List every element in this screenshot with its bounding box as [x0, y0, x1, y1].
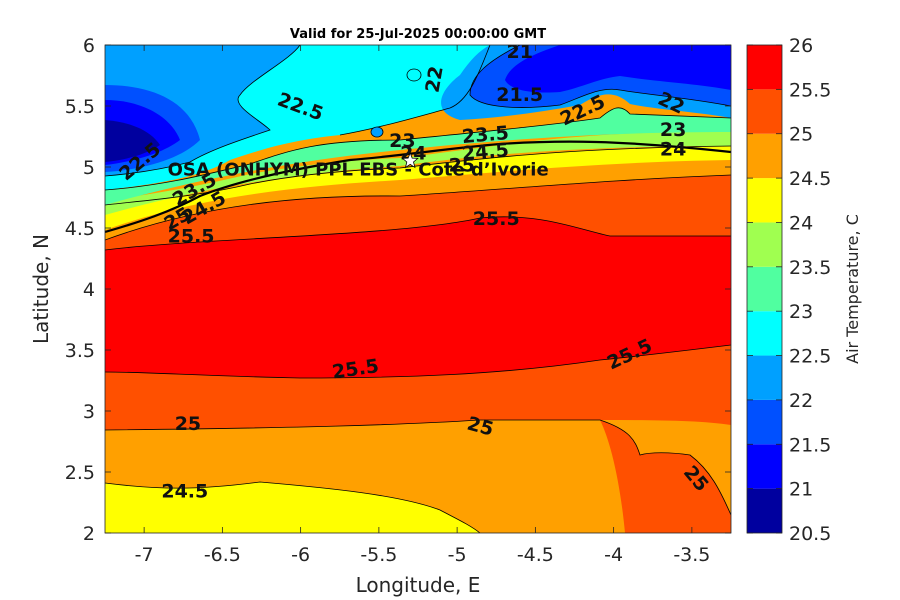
contour-label: 24.5 — [461, 139, 510, 165]
colorbar-tick-label: 21 — [789, 479, 813, 501]
y-tick-label: 4 — [83, 279, 95, 301]
x-tick-label: -7 — [135, 544, 154, 566]
contour-label: 23.5 — [461, 122, 510, 148]
band-21-ne — [505, 45, 731, 93]
colorbar-tick-label: 26 — [789, 35, 813, 57]
contour-label: 21.5 — [496, 84, 543, 106]
colorbar-tick-label: 20.5 — [789, 523, 831, 545]
colorbar-swatch — [747, 222, 782, 267]
y-axis-label: Latitude, N — [29, 234, 53, 344]
band-23_5 — [105, 131, 731, 215]
colorbar-swatch — [747, 45, 782, 90]
band-25-lower-east — [600, 420, 731, 533]
band-24-sw — [105, 482, 480, 533]
x-axis: -7 -6.5 -6 -5.5 -5 -4.5 -4 -3.5 — [135, 45, 710, 566]
y-tick-label: 2 — [83, 523, 95, 545]
contour-label: 24.5 — [161, 480, 208, 502]
y-tick-label: 3.5 — [65, 340, 95, 362]
contour-label: 23 — [660, 119, 686, 141]
y-tick-label: 5 — [83, 157, 95, 179]
colorbar-tick-label: 24.5 — [789, 168, 831, 190]
y-tick-label: 6 — [83, 35, 95, 57]
y-tick-label: 2.5 — [65, 462, 95, 484]
y-tick-label: 5.5 — [65, 96, 95, 118]
colorbar-tick-label: 22.5 — [789, 346, 831, 368]
x-tick-label: -3.5 — [673, 544, 710, 566]
x-tick-label: -4.5 — [517, 544, 554, 566]
colorbar-swatch — [747, 444, 782, 489]
colorbar-tick-label: 21.5 — [789, 434, 831, 456]
x-tick-label: -4 — [604, 544, 623, 566]
contour-label: 25.5 — [168, 225, 215, 247]
colorbar-frame — [746, 44, 783, 534]
site-marker-group: OSA (ONHYM) PPL EBS - Cote d’Ivorie — [168, 151, 549, 181]
x-tick-label: -5 — [448, 544, 467, 566]
band-25_5 — [105, 216, 731, 378]
colorbar: 20.5 21 21.5 22 22.5 23 23.5 24 24.5 25 25.5 26 — [746, 35, 831, 545]
colorbar-swatch — [747, 266, 782, 312]
chart-title: Valid for 25-Jul-2025 00:00:00 GMT — [290, 27, 546, 42]
colorbar-swatch — [747, 178, 782, 223]
colorbar-tick-label: 23 — [789, 301, 813, 323]
y-axis: 2 2.5 3 3.5 4 4.5 5 5.5 6 — [65, 35, 731, 545]
colorbar-swatch — [747, 89, 782, 134]
contour-label: 22 — [422, 64, 448, 94]
y-tick-label: 4.5 — [65, 218, 95, 240]
site-label: OSA (ONHYM) PPL EBS - Cote d’Ivorie — [168, 160, 549, 181]
colorbar-tick-label: 24 — [789, 212, 813, 234]
colorbar-tick-label: 25.5 — [789, 79, 831, 101]
colorbar-swatch — [747, 133, 782, 179]
contour-label: 25 — [449, 155, 475, 177]
contour-label: 25 — [175, 413, 201, 435]
band-24-north — [105, 146, 731, 230]
x-axis-label: Longitude, E — [356, 573, 481, 597]
site-marker-star-icon — [401, 151, 419, 169]
band-20_5-w — [105, 120, 160, 162]
colorbar-swatch — [747, 399, 782, 445]
colorbar-label: Air Temperature, C — [843, 214, 862, 364]
colorbar-tick-label: 22 — [789, 390, 813, 412]
contour-label: 24 — [660, 139, 686, 161]
colorbar-swatch — [747, 311, 782, 356]
colorbar-swatch — [747, 355, 782, 400]
contour-lines — [105, 45, 731, 533]
contour-label: 21 — [506, 41, 532, 63]
coastline — [105, 140, 731, 234]
x-tick-label: -6 — [291, 544, 310, 566]
y-tick-label: 3 — [83, 401, 95, 423]
x-tick-label: -5.5 — [360, 544, 397, 566]
colorbar-tick-label: 25 — [789, 124, 813, 146]
band-23 — [105, 107, 731, 205]
x-tick-label: -6.5 — [204, 544, 241, 566]
contour-label: 25.5 — [473, 208, 520, 230]
contour-label: 23 — [389, 130, 415, 152]
colorbar-swatch — [747, 488, 782, 533]
colorbar-tick-label: 23.5 — [789, 257, 831, 279]
